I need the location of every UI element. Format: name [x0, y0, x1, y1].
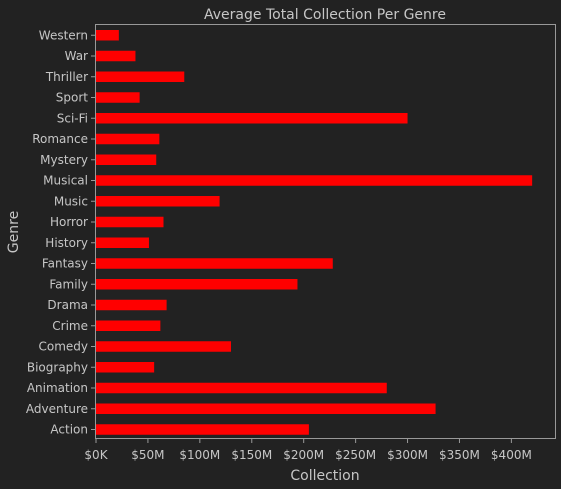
y-tick-label: Western: [39, 28, 88, 42]
y-tick-label: Adventure: [26, 402, 88, 416]
y-axis-label: Genre: [6, 211, 22, 253]
y-tick-label: Music: [54, 194, 88, 208]
bar-western: [96, 30, 119, 41]
x-tick-label: $200M: [283, 448, 324, 462]
bar-comedy: [96, 341, 231, 352]
x-tick-label: $250M: [335, 448, 376, 462]
y-tick-label: Thriller: [45, 70, 88, 84]
bar-horror: [96, 216, 164, 228]
y-tick-label: Sci-Fi: [57, 111, 88, 125]
y-tick-label: War: [65, 49, 88, 63]
y-tick-label: Sport: [56, 91, 89, 105]
bar-thriller: [96, 71, 185, 82]
y-tick-label: History: [45, 236, 88, 250]
y-tick-label: Romance: [32, 132, 88, 146]
bar-action: [96, 424, 309, 435]
y-tick-label: Action: [50, 423, 88, 437]
bar-biography: [96, 362, 155, 373]
x-axis-label: Collection: [290, 468, 359, 484]
x-tick-label: $300M: [387, 448, 428, 462]
y-tick-label: Biography: [27, 360, 88, 374]
y-tick-label: Fantasy: [42, 257, 88, 271]
y-tick-label: Horror: [50, 215, 88, 229]
y-tick-label: Animation: [27, 381, 88, 395]
y-tick-label: Family: [49, 277, 88, 291]
y-tick-label: Comedy: [38, 340, 88, 354]
y-tick-label: Musical: [43, 174, 88, 188]
x-tick-label: $350M: [439, 448, 480, 462]
bar-animation: [96, 382, 387, 394]
plot-area: Action Adventure Animation Biography Comedy C…: [26, 28, 533, 462]
bar-music: [96, 196, 220, 207]
bar-sport: [96, 92, 140, 103]
x-tick-label: $50M: [131, 448, 164, 462]
bar-fantasy: [96, 258, 333, 269]
y-tick-label: Drama: [47, 298, 88, 312]
bar-romance: [96, 133, 160, 145]
x-tick-label: $400M: [491, 448, 532, 462]
bar-war: [96, 50, 136, 62]
bar-musical: [96, 175, 533, 186]
x-tick-label: $100M: [179, 448, 220, 462]
bar-sci-fi: [96, 113, 408, 124]
bar-family: [96, 279, 298, 290]
x-tick-label: $0K: [84, 448, 108, 462]
y-tick-label: Crime: [52, 319, 88, 333]
y-tick-label: Mystery: [40, 153, 88, 167]
axes-frame: [95, 24, 556, 439]
x-tick-label: $150M: [231, 448, 272, 462]
bar-crime: [96, 320, 161, 331]
bar-drama: [96, 299, 167, 311]
bar-adventure: [96, 403, 436, 414]
chart-title: Average Total Collection Per Genre: [204, 7, 446, 23]
bar-history: [96, 237, 149, 248]
bar-mystery: [96, 154, 157, 165]
